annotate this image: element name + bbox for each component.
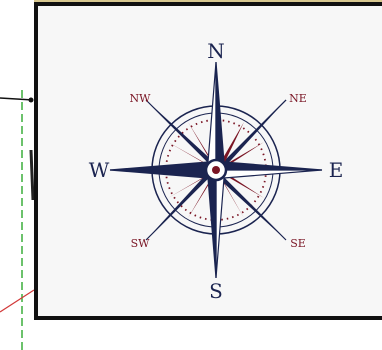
label-southeast: SE [290,237,306,250]
label-north: N [207,39,225,63]
label-northeast: NE [289,92,307,105]
label-west: W [89,158,110,182]
intercardinal-dark-halves [146,100,286,240]
red-guide-line [0,289,35,313]
top-edge-strip [34,0,382,2]
connector-node [28,97,34,103]
dark-tick-mark [29,149,35,201]
label-east: E [329,158,344,182]
label-southwest: SW [131,237,151,250]
center-hub-inner [212,166,220,174]
connector-line [0,97,34,101]
label-northwest: NW [130,92,152,105]
panel-bottom-area [34,320,382,350]
label-south: S [209,279,223,303]
